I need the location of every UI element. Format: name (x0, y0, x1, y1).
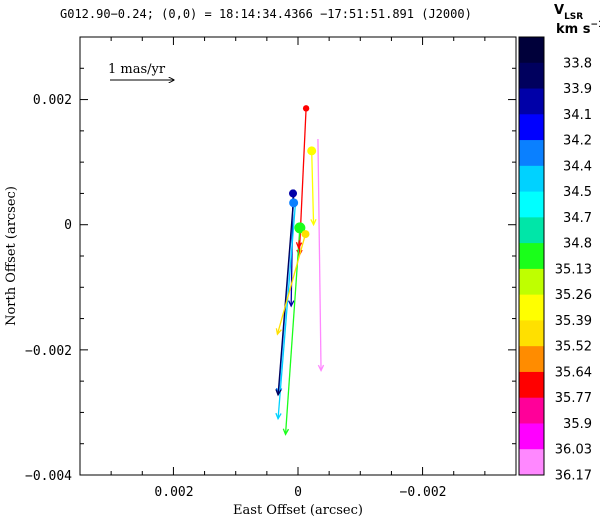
colorbar-title-main: V (554, 3, 564, 18)
maser-spot-4 (289, 198, 299, 208)
colorbar-title-sub: LSR (564, 12, 583, 22)
colorbar-swatch-6 (519, 191, 544, 218)
y-tick-label-3: −0.004 (25, 469, 72, 484)
colorbar-title: VLSR (554, 3, 583, 22)
velocity-vector-8 (276, 233, 307, 335)
colorbar-label-15: 36.03 (555, 443, 592, 458)
colorbar-label-1: 33.9 (563, 82, 592, 97)
velocity-vector-1 (311, 150, 315, 225)
vector-arrowhead-8 (275, 328, 282, 336)
colorbar-label-0: 33.8 (563, 56, 592, 71)
colorbar-label-4: 34.4 (563, 159, 592, 174)
vector-arrowhead-1 (310, 218, 317, 227)
colorbar-swatch-7 (519, 217, 544, 244)
x-tick-label-0: 0.002 (154, 485, 193, 500)
colorbar-label-10: 35.39 (555, 314, 592, 329)
vector-arrowhead-9 (295, 242, 303, 250)
y-tick-label-2: −0.002 (25, 344, 72, 359)
colorbar-label-16: 36.17 (555, 469, 592, 484)
y-tick-label-1: 0 (64, 218, 72, 233)
colorbar: 33.8 33.9 34.1 34.2 34.4 34.5 34.7 34.8 35.13 35.… (518, 36, 592, 484)
colorbar-label-8: 35.13 (555, 262, 592, 277)
colorbar-swatch-12 (519, 346, 544, 373)
maser-spots (289, 105, 317, 239)
colorbar-label-11: 35.52 (555, 340, 592, 355)
colorbar-unit-text: km s (556, 22, 591, 37)
colorbar-swatch-4 (519, 140, 544, 167)
colorbar-unit: km s−1 (556, 20, 600, 37)
colorbar-swatch-11 (519, 320, 544, 347)
colorbar-swatch-8 (519, 243, 544, 270)
colorbar-swatch-2 (519, 88, 544, 115)
x-tick-label-1: 0 (294, 485, 302, 500)
vector-arrowhead-2 (317, 364, 325, 373)
colorbar-swatch-10 (519, 294, 544, 321)
colorbar-label-13: 35.77 (555, 391, 592, 406)
velocity-vectors (275, 108, 325, 436)
colorbar-label-9: 35.26 (555, 288, 592, 303)
colorbar-swatch-15 (519, 423, 544, 450)
colorbar-label-5: 34.5 (563, 185, 592, 200)
x-tick-label-2: −0.002 (400, 485, 447, 500)
colorbar-label-12: 35.64 (555, 365, 592, 380)
maser-spot-3 (289, 189, 298, 198)
vector-arrowhead-3 (288, 300, 295, 308)
axis-ticks (79, 36, 517, 476)
vector-arrowhead-7 (282, 428, 290, 436)
chart-title: G012.90−0.24; (0,0) = 18:14:34.4366 −17:… (60, 7, 472, 21)
colorbar-swatch-9 (519, 268, 544, 296)
colorbar-swatch-13 (519, 371, 544, 399)
colorbar-label-14: 35.9 (563, 417, 592, 432)
colorbar-label-6: 34.7 (563, 211, 592, 226)
x-axis-label: East Offset (arcsec) (233, 503, 363, 518)
colorbar-label-3: 34.2 (563, 134, 592, 149)
colorbar-label-7: 34.8 (563, 237, 592, 252)
y-axis-label: North Offset (arcsec) (4, 186, 19, 326)
colorbar-unit-exp: −1 (590, 20, 600, 30)
velocity-vector-7 (284, 227, 301, 435)
vector-arrowhead-6 (275, 389, 282, 397)
colorbar-swatch-14 (519, 397, 544, 424)
colorbar-swatch-1 (519, 62, 544, 90)
colorbar-frame (518, 36, 545, 476)
y-tick-label-0: 0.002 (33, 93, 72, 108)
colorbar-label-2: 34.1 (563, 108, 592, 123)
scale-bar-label: 1 mas/yr (108, 62, 166, 77)
colorbar-swatch-16 (519, 449, 544, 476)
maser-spot-1 (307, 146, 317, 156)
colorbar-swatch-0 (519, 37, 544, 64)
colorbar-swatch-5 (519, 165, 544, 193)
maser-spot-0 (302, 105, 310, 112)
maser-spot-7 (294, 222, 306, 234)
colorbar-swatch-3 (519, 114, 544, 141)
maser-spot-8 (301, 230, 310, 239)
velocity-vector-5 (277, 202, 297, 419)
velocity-vector-2 (317, 138, 322, 371)
vector-arrowhead-5 (275, 412, 282, 421)
velocity-vector-6 (277, 189, 295, 395)
